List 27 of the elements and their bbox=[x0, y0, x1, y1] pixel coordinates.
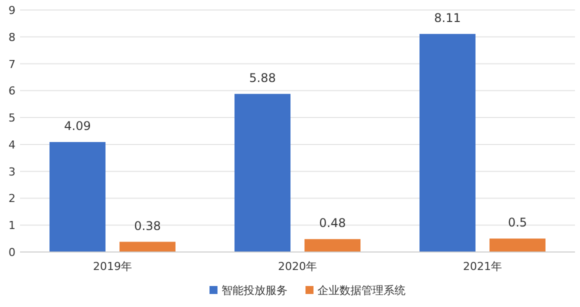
x-tick-label: 2020年 bbox=[278, 260, 317, 273]
y-tick-label: 1 bbox=[8, 219, 16, 232]
x-tick-label: 2021年 bbox=[463, 260, 502, 273]
bar bbox=[420, 34, 476, 252]
bar bbox=[120, 242, 176, 252]
bar bbox=[304, 239, 360, 252]
bar bbox=[50, 142, 106, 252]
y-tick-label: 5 bbox=[8, 112, 16, 125]
data-label: 0.48 bbox=[319, 216, 346, 230]
x-tick-label: 2019年 bbox=[93, 260, 132, 273]
y-tick-label: 4 bbox=[8, 138, 16, 152]
data-label: 8.11 bbox=[434, 10, 461, 25]
data-label: 5.88 bbox=[249, 70, 276, 85]
y-tick-label: 0 bbox=[8, 246, 16, 259]
y-tick-label: 6 bbox=[8, 84, 16, 98]
y-tick-label: 8 bbox=[8, 30, 16, 44]
y-tick-label: 2 bbox=[8, 192, 16, 206]
y-tick-label: 9 bbox=[8, 4, 16, 17]
data-label: 0.38 bbox=[134, 218, 161, 233]
data-label: 4.09 bbox=[64, 119, 91, 134]
bar bbox=[234, 94, 290, 252]
bar bbox=[490, 238, 546, 252]
legend-label: 企业数据管理系统 bbox=[318, 284, 406, 297]
data-label: 0.5 bbox=[508, 216, 528, 230]
y-tick-label: 7 bbox=[8, 58, 16, 71]
y-tick-label: 3 bbox=[8, 165, 16, 178]
legend-label: 智能投放服务 bbox=[222, 284, 288, 297]
